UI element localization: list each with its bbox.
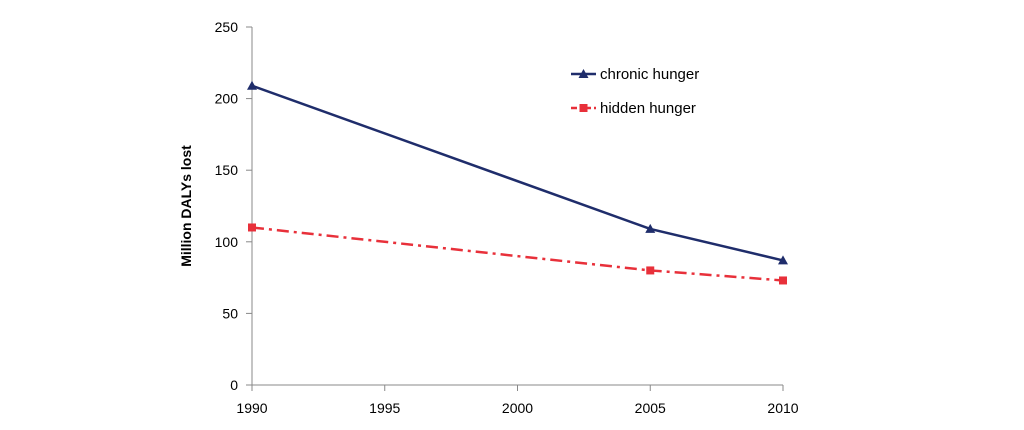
- x-ticks: 1990 1995 2000 2005 2010: [236, 385, 799, 416]
- legend-label: chronic hunger: [600, 66, 699, 83]
- legend-marker: [578, 69, 589, 78]
- data-point-hidden-hunger: [779, 276, 787, 285]
- legend-marker: [579, 104, 588, 112]
- x-tick-label: 1990: [236, 400, 267, 416]
- series-layer: [247, 80, 788, 285]
- y-tick-label: 100: [215, 234, 239, 250]
- y-tick-label: 0: [230, 377, 238, 393]
- x-tick-label: 2005: [635, 400, 666, 416]
- data-point-chronic-hunger: [247, 80, 257, 90]
- y-ticks: 0 50 100 150 200 250: [215, 19, 252, 393]
- y-tick-label: 250: [215, 19, 239, 35]
- x-tick-label: 1995: [369, 400, 400, 416]
- x-tick-label: 2010: [767, 400, 798, 416]
- legend: chronic hunger hidden hunger: [571, 66, 699, 117]
- y-tick-label: 150: [215, 162, 239, 178]
- data-point-chronic-hunger: [645, 223, 656, 233]
- data-point-hidden-hunger: [646, 266, 655, 275]
- y-tick-label: 50: [222, 305, 238, 321]
- series-line-chronic-hunger: [251, 84, 784, 262]
- data-point-chronic-hunger: [778, 255, 788, 265]
- y-axis-title: Million DALYs lost: [178, 145, 194, 267]
- legend-label: hidden hunger: [600, 100, 696, 117]
- data-point-hidden-hunger: [248, 223, 256, 232]
- y-tick-label: 200: [215, 91, 239, 107]
- axes: [251, 27, 783, 386]
- series-line-hidden-hunger: [251, 226, 784, 282]
- x-tick-label: 2000: [502, 400, 533, 416]
